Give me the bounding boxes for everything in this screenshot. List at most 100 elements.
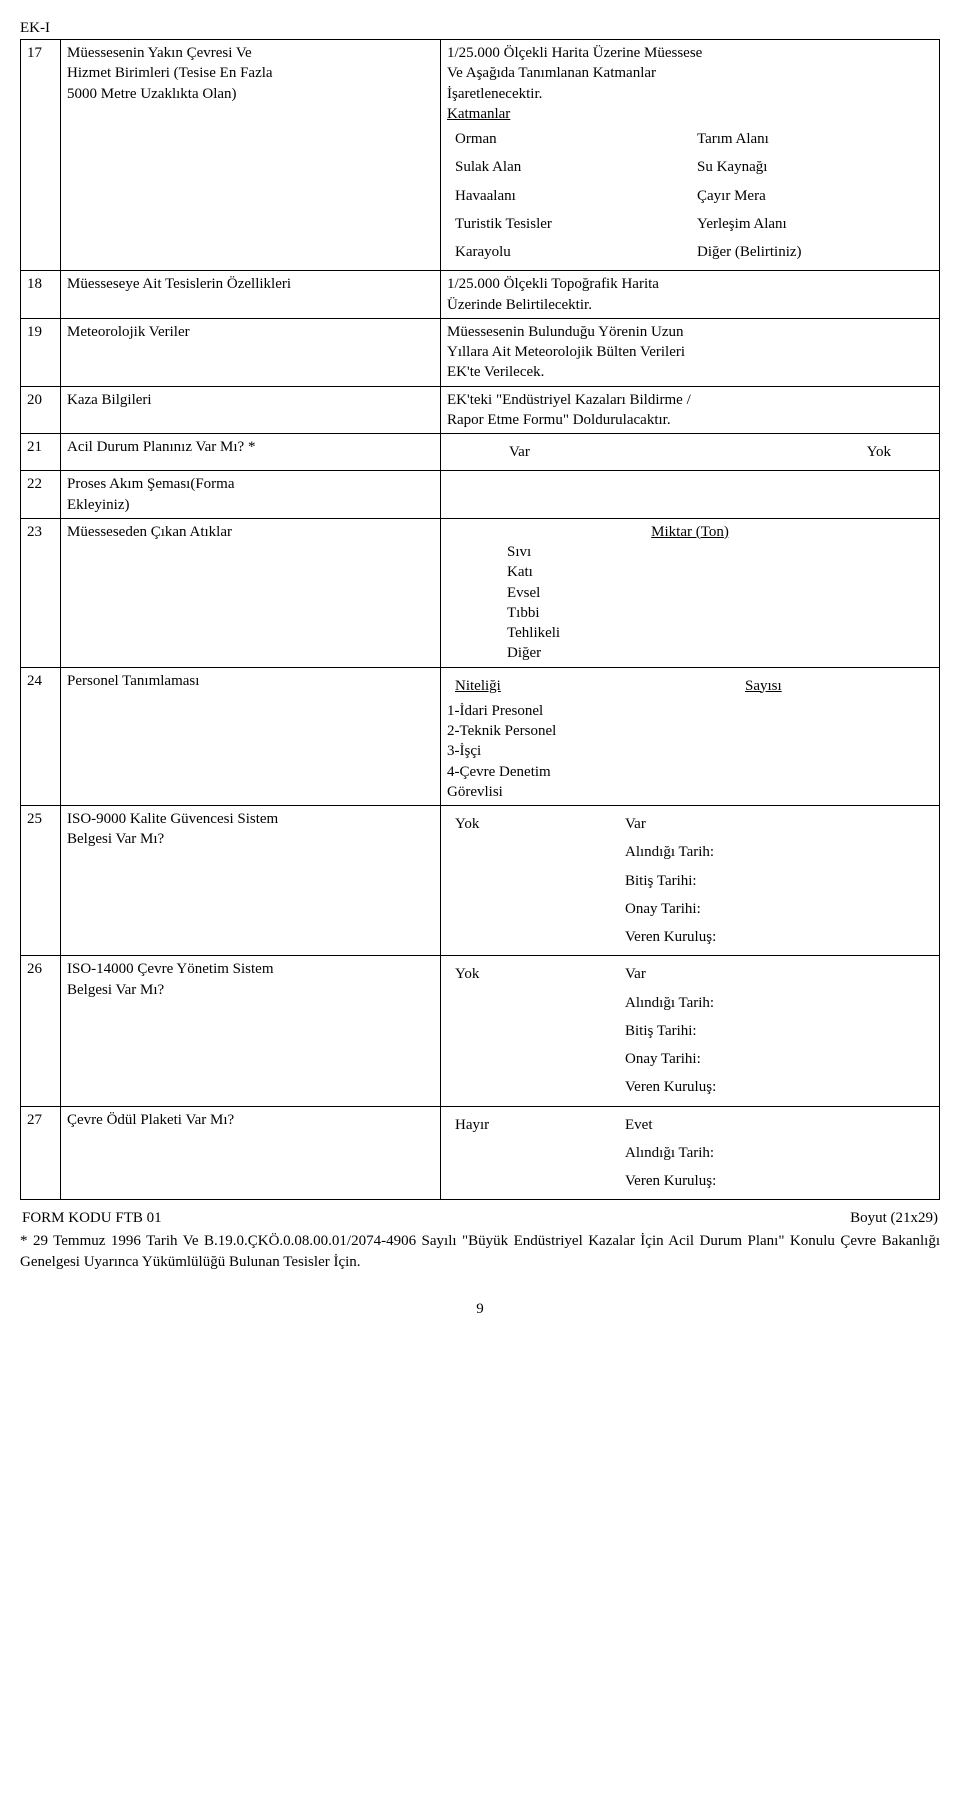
- field-line: Veren Kuruluş:: [619, 1168, 931, 1194]
- row-content: EK'teki "Endüstriyel Kazaları Bildirme /…: [441, 386, 940, 434]
- yok-option: Yok: [449, 811, 617, 837]
- row-desc: Meteorolojik Veriler: [61, 318, 441, 386]
- table-row: 27 Çevre Ödül Plaketi Var Mı? Hayır Evet…: [21, 1106, 940, 1200]
- row-desc: Proses Akım Şeması(Forma Ekleyiniz): [61, 471, 441, 519]
- layer-left: Karayolu: [449, 239, 689, 265]
- text: Yıllara Ait Meteorolojik Bülten Verileri: [447, 344, 685, 360]
- field-line: Onay Tarihi:: [619, 1046, 931, 1072]
- table-row: 23 Müesseseden Çıkan Atıklar Miktar (Ton…: [21, 518, 940, 667]
- text: EK'teki "Endüstriyel Kazaları Bildirme /: [447, 392, 691, 408]
- text: Müessesenin Yakın Çevresi Ve: [67, 45, 252, 61]
- field-line: Alındığı Tarih:: [619, 990, 931, 1016]
- table-row: 17 Müessesenin Yakın Çevresi Ve Hizmet B…: [21, 40, 940, 271]
- text: Hizmet Birimleri (Tesise En Fazla: [67, 65, 273, 81]
- row-content: 1/25.000 Ölçekli Harita Üzerine Müessese…: [441, 40, 940, 271]
- layer-left: Havaalanı: [449, 183, 689, 209]
- row-content: [441, 471, 940, 519]
- text: 1/25.000 Ölçekli Harita Üzerine Müessese: [447, 45, 702, 61]
- row-desc: ISO-9000 Kalite Güvencesi Sistem Belgesi…: [61, 806, 441, 956]
- personnel-item: 2-Teknik Personel: [447, 721, 933, 741]
- field-line: Bitiş Tarihi:: [619, 1018, 931, 1044]
- header-label: EK-I: [20, 20, 940, 37]
- personnel-item: 4-Çevre Denetim: [447, 762, 933, 782]
- text: 5000 Metre Uzaklıkta Olan): [67, 86, 237, 102]
- text: ISO-14000 Çevre Yönetim Sistem: [67, 961, 274, 977]
- layer-right: Su Kaynağı: [691, 154, 931, 180]
- var-option: Var: [619, 811, 931, 837]
- row-number: 22: [21, 471, 61, 519]
- var-option: Var: [619, 961, 931, 987]
- main-table: 17 Müessesenin Yakın Çevresi Ve Hizmet B…: [20, 39, 940, 1200]
- layer-right: Çayır Mera: [691, 183, 931, 209]
- yok-option: Yok: [609, 439, 931, 465]
- field-line: Onay Tarihi:: [619, 896, 931, 922]
- row-desc: Müesseseye Ait Tesislerin Özellikleri: [61, 271, 441, 319]
- row-number: 23: [21, 518, 61, 667]
- row-desc: Çevre Ödül Plaketi Var Mı?: [61, 1106, 441, 1200]
- layer-right: Diğer (Belirtiniz): [691, 239, 931, 265]
- field-line: Alındığı Tarih:: [619, 839, 931, 865]
- text: Ekleyiniz): [67, 497, 129, 513]
- table-row: 22 Proses Akım Şeması(Forma Ekleyiniz): [21, 471, 940, 519]
- field-line: Veren Kuruluş:: [619, 1074, 931, 1100]
- row-number: 27: [21, 1106, 61, 1200]
- row-content: Müessesenin Bulunduğu Yörenin Uzun Yılla…: [441, 318, 940, 386]
- form-code: FORM KODU FTB 01: [22, 1208, 583, 1229]
- text: Rapor Etme Formu" Doldurulacaktır.: [447, 412, 671, 428]
- row-desc: Acil Durum Planınız Var Mı? *: [61, 434, 441, 471]
- row-content: Niteliği Sayısı 1-İdari Presonel 2-Tekni…: [441, 667, 940, 806]
- table-row: 19 Meteorolojik Veriler Müessesenin Bulu…: [21, 318, 940, 386]
- row-content: Yok Var Alındığı Tarih: Bitiş Tarihi: On…: [441, 806, 940, 956]
- text: EK'te Verilecek.: [447, 364, 544, 380]
- field-line: Veren Kuruluş:: [619, 924, 931, 950]
- layers-table: OrmanTarım Alanı Sulak AlanSu Kaynağı Ha…: [447, 124, 933, 267]
- table-row: 25 ISO-9000 Kalite Güvencesi Sistem Belg…: [21, 806, 940, 956]
- text: İşaretlenecektir.: [447, 86, 542, 102]
- personnel-item: 1-İdari Presonel: [447, 701, 933, 721]
- layer-right: Yerleşim Alanı: [691, 211, 931, 237]
- row-number: 26: [21, 956, 61, 1106]
- personnel-item: Görevlisi: [447, 782, 933, 802]
- row-number: 20: [21, 386, 61, 434]
- row-number: 25: [21, 806, 61, 956]
- sayisi-header: Sayısı: [745, 678, 782, 694]
- layer-right: Tarım Alanı: [691, 126, 931, 152]
- row-desc: Personel Tanımlaması: [61, 667, 441, 806]
- row-desc: Müessesenin Yakın Çevresi Ve Hizmet Biri…: [61, 40, 441, 271]
- row-desc: Müesseseden Çıkan Atıklar: [61, 518, 441, 667]
- yok-option: Yok: [449, 961, 617, 987]
- row-content: Miktar (Ton) Sıvı Katı Evsel Tıbbi Tehli…: [441, 518, 940, 667]
- evet-option: Evet: [619, 1112, 931, 1138]
- row-desc: Kaza Bilgileri: [61, 386, 441, 434]
- text: Belgesi Var Mı?: [67, 982, 164, 998]
- text: Ve Aşağıda Tanımlanan Katmanlar: [447, 65, 656, 81]
- hayir-option: Hayır: [449, 1112, 617, 1138]
- table-row: 18 Müesseseye Ait Tesislerin Özellikleri…: [21, 271, 940, 319]
- text: Üzerinde Belirtilecektir.: [447, 297, 592, 313]
- row-number: 17: [21, 40, 61, 271]
- row-number: 24: [21, 667, 61, 806]
- field-line: Bitiş Tarihi:: [619, 868, 931, 894]
- personnel-item: 3-İşçi: [447, 741, 933, 761]
- waste-item: Diğer: [507, 643, 933, 663]
- table-row: 26 ISO-14000 Çevre Yönetim Sistem Belges…: [21, 956, 940, 1106]
- text: Belgesi Var Mı?: [67, 831, 164, 847]
- text: ISO-9000 Kalite Güvencesi Sistem: [67, 811, 278, 827]
- row-number: 19: [21, 318, 61, 386]
- layer-left: Turistik Tesisler: [449, 211, 689, 237]
- field-line: Alındığı Tarih:: [619, 1140, 931, 1166]
- row-number: 21: [21, 434, 61, 471]
- row-content: Hayır Evet Alındığı Tarih: Veren Kuruluş…: [441, 1106, 940, 1200]
- row-content: Var Yok: [441, 434, 940, 471]
- waste-item: Tıbbi: [507, 603, 933, 623]
- waste-item: Sıvı: [507, 542, 933, 562]
- table-row: 24 Personel Tanımlaması Niteliği Sayısı …: [21, 667, 940, 806]
- table-row: 20 Kaza Bilgileri EK'teki "Endüstriyel K…: [21, 386, 940, 434]
- waste-item: Katı: [507, 562, 933, 582]
- waste-item: Evsel: [507, 583, 933, 603]
- page-number: 9: [20, 1301, 940, 1318]
- row-content: Yok Var Alındığı Tarih: Bitiş Tarihi: On…: [441, 956, 940, 1106]
- row-content: 1/25.000 Ölçekli Topoğrafik Harita Üzeri…: [441, 271, 940, 319]
- layer-left: Orman: [449, 126, 689, 152]
- layer-left: Sulak Alan: [449, 154, 689, 180]
